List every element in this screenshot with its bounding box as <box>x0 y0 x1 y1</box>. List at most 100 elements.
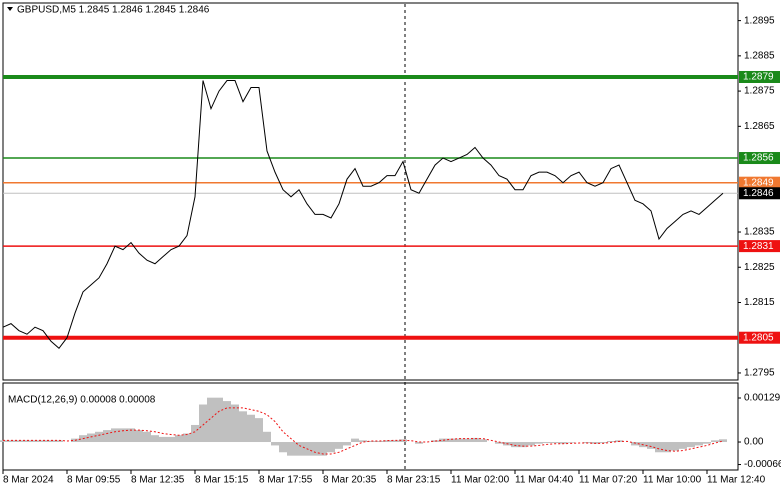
macd-bar <box>719 439 727 443</box>
macd-bar <box>87 433 95 443</box>
menu-icon <box>7 7 13 11</box>
macd-bar <box>239 411 247 443</box>
y-tick-label: 1.2875 <box>744 86 775 97</box>
macd-bar <box>535 442 543 444</box>
macd-bar <box>135 430 143 443</box>
signal-line <box>3 407 724 455</box>
macd-bar <box>471 437 479 443</box>
macd-bar <box>655 442 663 453</box>
macd-bar <box>687 442 695 448</box>
macd-bar <box>463 438 471 443</box>
y-tick-label: 1.2835 <box>744 227 775 238</box>
macd-bar <box>23 440 31 443</box>
macd-bar <box>271 442 279 446</box>
macd-bar <box>679 442 687 449</box>
macd-bar <box>351 438 359 443</box>
level-box <box>739 152 780 165</box>
x-tick-label: 8 Mar 17:55 <box>259 475 313 486</box>
x-tick-label: 11 Mar 02:00 <box>451 475 510 486</box>
x-tick-label: 11 Mar 12:40 <box>707 475 766 486</box>
macd-bar <box>711 440 719 443</box>
macd-bar <box>439 438 447 443</box>
chart-title: GBPUSD,M5 1.2845 1.2846 1.2845 1.2846 <box>17 5 210 16</box>
macd-bar <box>447 438 455 443</box>
level-box <box>739 176 780 189</box>
macd-bar <box>559 442 567 444</box>
price-panel-frame <box>2 2 739 381</box>
macd-bar <box>7 440 15 443</box>
macd-bar <box>695 442 703 446</box>
y-tick-label: 1.2895 <box>744 15 775 26</box>
macd-bar <box>383 440 391 443</box>
macd-bar <box>567 442 575 443</box>
macd-bar <box>199 404 207 443</box>
macd-bar <box>39 440 47 443</box>
macd-bar <box>31 440 39 443</box>
level-label: 1.2879 <box>743 72 774 83</box>
level-label: 1.2856 <box>743 153 774 164</box>
y-tick-label: 1.2865 <box>744 121 775 132</box>
last-price-label: 1.2846 <box>743 188 774 199</box>
macd-bar <box>175 435 183 443</box>
macd-bar <box>527 442 535 446</box>
level-label: 1.2805 <box>743 332 774 343</box>
level-label: 1.2831 <box>743 241 774 252</box>
macd-panel-frame <box>2 382 739 471</box>
macd-bar <box>95 431 103 443</box>
macd-bar <box>415 442 423 444</box>
macd-bar <box>311 442 319 456</box>
macd-bar <box>607 441 615 443</box>
x-tick-label: 8 Mar 23:15 <box>387 475 441 486</box>
macd-bar <box>359 440 367 443</box>
y-tick-label: 1.2815 <box>744 297 775 308</box>
macd-bar <box>111 428 119 443</box>
y-tick-label: 1.2885 <box>744 50 775 61</box>
y-tick-label: -0.00066 <box>744 459 781 470</box>
level-box <box>739 70 780 83</box>
macd-bar <box>159 436 167 443</box>
macd-bar <box>263 431 271 443</box>
y-tick-label: 0.00129 <box>744 393 781 404</box>
macd-bar <box>399 439 407 443</box>
y-tick-label: 1.2795 <box>744 368 775 379</box>
macd-bar <box>671 442 679 451</box>
macd-bar <box>255 418 263 443</box>
macd-bar <box>551 442 559 444</box>
y-tick-label: 1.2825 <box>744 262 775 273</box>
macd-bar <box>511 442 519 448</box>
macd-bar <box>103 430 111 443</box>
macd-bar <box>519 442 527 448</box>
macd-bar <box>119 428 127 443</box>
macd-bar <box>495 442 503 444</box>
macd-bar <box>279 442 287 453</box>
x-tick-label: 8 Mar 15:15 <box>195 475 249 486</box>
x-tick-label: 8 Mar 09:55 <box>67 475 121 486</box>
macd-bar <box>479 439 487 443</box>
macd-bar <box>543 442 551 444</box>
macd-bar <box>663 442 671 453</box>
macd-bar <box>47 440 55 443</box>
macd-bar <box>15 440 23 443</box>
level-box <box>739 240 780 253</box>
macd-bar <box>591 442 599 444</box>
macd-bar <box>143 431 151 443</box>
macd-bar <box>631 442 639 446</box>
macd-bar <box>223 401 231 443</box>
macd-bar <box>343 442 351 446</box>
macd-bar <box>335 442 343 449</box>
x-tick-label: 8 Mar 20:35 <box>323 475 377 486</box>
macd-bar <box>455 438 463 443</box>
y-tick-label: 0.00 <box>744 437 764 448</box>
macd-bar <box>207 397 215 443</box>
macd-bar <box>215 397 223 443</box>
macd-bar <box>55 440 63 443</box>
macd-bar <box>127 428 135 443</box>
x-tick-label: 11 Mar 07:20 <box>579 475 638 486</box>
macd-title: MACD(12,26,9) 0.00008 0.00008 <box>8 395 156 406</box>
x-tick-label: 8 Mar 12:35 <box>131 475 185 486</box>
macd-bar <box>367 441 375 443</box>
level-box <box>739 331 780 344</box>
macd-bar <box>295 442 303 456</box>
